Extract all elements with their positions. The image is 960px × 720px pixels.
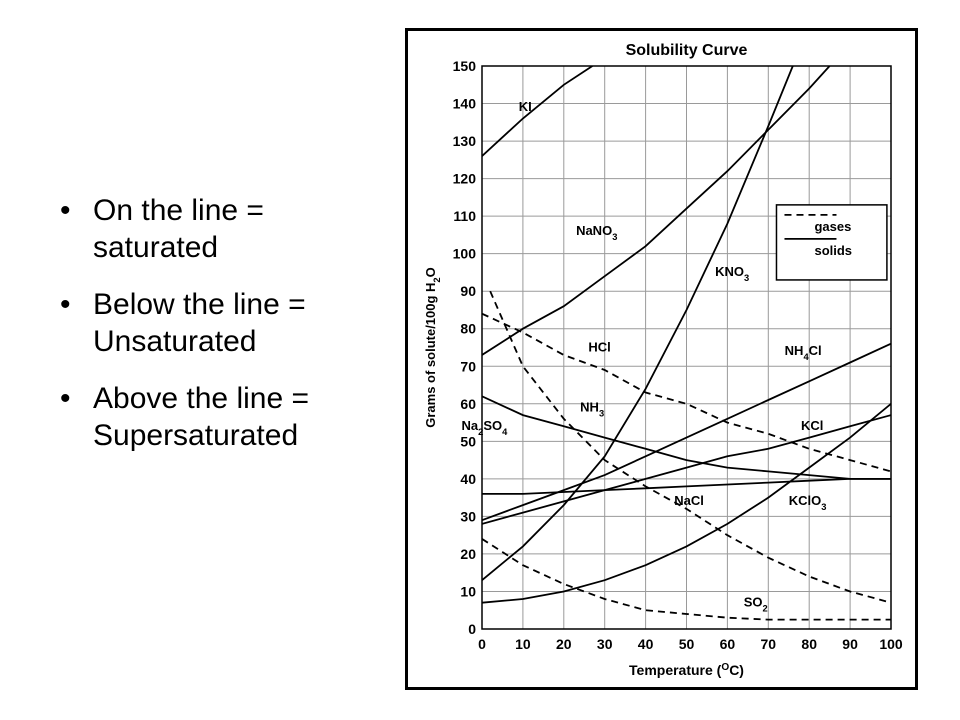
y-tick-label: 0	[468, 621, 476, 637]
y-tick-label: 120	[453, 171, 477, 187]
series-label-hcl: HCl	[588, 339, 610, 354]
solubility-chart: 0 10 20 30 40 50 60 70 80 90 100 0 10 20 30 40 50 60 70 80 9…	[423, 42, 903, 679]
series-line-nh3	[489, 290, 891, 604]
y-tick-label: 90	[460, 283, 476, 299]
legend-label-gases: gases	[814, 219, 851, 234]
y-tick-label: 130	[453, 133, 477, 149]
x-tick-label: 30	[597, 636, 613, 652]
y-tick-label: 20	[460, 546, 476, 562]
series-line-so2	[482, 538, 891, 621]
bullet-list: On the line = saturated Below the line =…	[60, 192, 390, 474]
legend-label-solids: solids	[814, 243, 852, 258]
series-label-nano3: NaNO3	[576, 223, 617, 242]
y-tick-label: 30	[460, 508, 476, 524]
x-tick-label: 40	[638, 636, 654, 652]
x-tick-label: 60	[720, 636, 736, 652]
bullet-saturated: On the line = saturated	[60, 192, 390, 266]
series-label-so2: SO2	[744, 594, 768, 613]
x-tick-label: 0	[478, 636, 486, 652]
series-label-nacl: NaCl	[674, 493, 704, 508]
x-tick-label: 50	[679, 636, 695, 652]
bullet-supersaturated: Above the line = Supersaturated	[60, 380, 390, 454]
series-label-ki: KI	[519, 99, 532, 114]
y-tick-label: 70	[460, 358, 476, 374]
series-line-ki	[482, 66, 593, 157]
series-label-nh4cl: NH4Cl	[785, 343, 822, 362]
y-tick-label: 50	[460, 433, 476, 449]
x-tick-label: 70	[761, 636, 777, 652]
y-axis-label: Grams of solute/100g H2O	[423, 267, 442, 428]
series-line-nh4cl	[482, 342, 891, 522]
series-label-nh3: NH3	[580, 399, 604, 418]
y-tick-label: 100	[453, 246, 477, 262]
bullet-unsaturated: Below the line = Unsaturated	[60, 286, 390, 360]
legend-box	[775, 204, 888, 281]
x-axis-label: Temperature (OC)	[629, 662, 744, 679]
series-line-na2so4	[482, 395, 891, 480]
chart-title: Solubility Curve	[626, 42, 748, 59]
x-tick-label: 100	[879, 636, 903, 652]
x-tick-label: 80	[801, 636, 817, 652]
series-line-kcl	[482, 414, 891, 525]
series-line-kno3	[482, 66, 794, 581]
series-line-nano3	[482, 66, 831, 356]
series-line-nacl	[482, 477, 891, 495]
y-tick-label: 110	[453, 208, 476, 224]
y-tick-label: 80	[460, 321, 476, 337]
series-label-kclo3: KClO3	[789, 493, 827, 512]
series-label-kcl: KCl	[801, 418, 823, 433]
y-tick-label: 60	[460, 396, 476, 412]
series-line-kclo3	[482, 403, 891, 604]
y-tick-label: 140	[453, 96, 477, 112]
y-tick-label: 150	[453, 58, 477, 74]
chart-frame: 0 10 20 30 40 50 60 70 80 90 100 0 10 20 30 40 50 60 70 80 9…	[405, 28, 918, 690]
x-tick-label: 90	[842, 636, 858, 652]
y-tick-label: 10	[460, 583, 476, 599]
x-tick-label: 10	[515, 636, 531, 652]
x-tick-label: 20	[556, 636, 572, 652]
y-tick-label: 40	[460, 471, 476, 487]
series-label-na2so4: Na2SO4	[462, 418, 509, 437]
series-line-hcl	[482, 312, 891, 473]
series-label-kno3: KNO3	[715, 264, 749, 283]
plot-area	[481, 65, 892, 630]
